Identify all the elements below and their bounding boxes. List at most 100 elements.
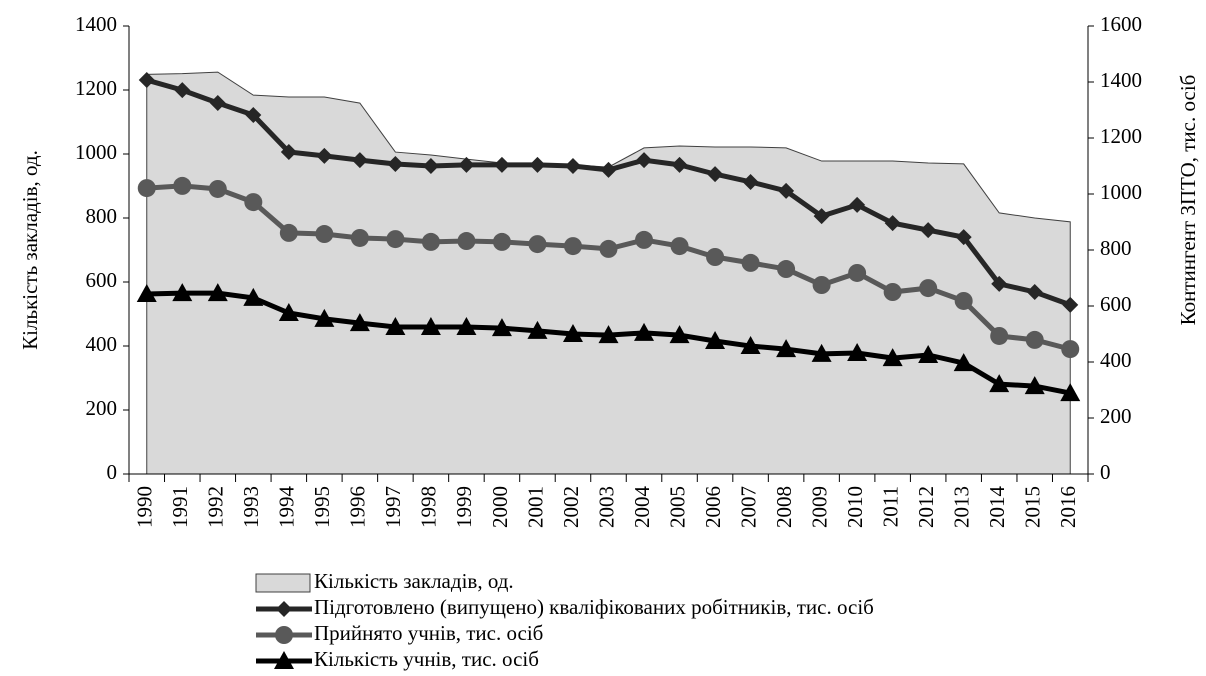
x-tick-label: 1996: [346, 486, 370, 528]
point: [529, 156, 546, 173]
point: [955, 229, 972, 246]
legend-marker: [274, 651, 294, 669]
point: [812, 276, 831, 294]
x-tick-label: 1990: [133, 486, 157, 528]
x-tick-label: 2009: [807, 486, 831, 528]
legend-marker: [275, 626, 293, 644]
point: [882, 348, 903, 367]
point: [385, 317, 406, 335]
y2-tick-label: 1200: [1100, 124, 1142, 148]
point: [919, 279, 938, 298]
point: [1025, 330, 1044, 349]
point: [634, 322, 655, 341]
point: [706, 248, 725, 266]
point: [315, 225, 334, 244]
y2-tick-label: 600: [1100, 292, 1132, 316]
point: [280, 144, 297, 160]
y2-tick-label: 1600: [1100, 12, 1142, 36]
point: [457, 232, 476, 251]
y2-tick-label: 200: [1100, 404, 1132, 428]
point: [351, 152, 368, 169]
point: [243, 287, 264, 306]
point: [349, 313, 370, 332]
point: [669, 325, 690, 344]
point: [136, 283, 157, 302]
x-tick-label: 1995: [310, 486, 334, 528]
point: [1026, 284, 1043, 300]
point: [600, 161, 617, 178]
point: [350, 228, 369, 247]
point: [954, 291, 973, 310]
point: [990, 326, 1009, 345]
point: [420, 317, 441, 335]
point: [456, 317, 477, 335]
x-tick-label: 1991: [168, 486, 192, 528]
area: [146, 71, 1071, 475]
x-tick-label: 2016: [1056, 486, 1080, 528]
point: [991, 275, 1008, 292]
legend-label: Кількість закладів, од.: [314, 569, 514, 593]
point: [528, 235, 547, 254]
point: [742, 173, 759, 190]
point: [670, 237, 689, 256]
point: [278, 303, 299, 321]
point: [636, 152, 653, 169]
point: [209, 95, 226, 111]
point: [173, 176, 192, 195]
y-tick-label: 600: [86, 268, 118, 292]
point: [244, 193, 263, 212]
point: [1024, 376, 1045, 395]
point: [813, 208, 830, 225]
y-tick-label: 1000: [75, 140, 117, 164]
point: [208, 179, 227, 198]
x-tick-label: 1994: [275, 486, 299, 529]
point: [387, 156, 404, 173]
legend-label: Прийнято учнів, тис. осіб: [314, 621, 543, 645]
point: [138, 72, 155, 89]
x-tick-label: 2014: [985, 485, 1009, 528]
x-tick-label: 2015: [1021, 486, 1045, 528]
point: [316, 147, 333, 164]
point: [1060, 383, 1081, 402]
x-tick-label: 2002: [559, 486, 583, 528]
point: [707, 166, 724, 183]
x-tick-label: 2007: [736, 486, 760, 528]
point: [422, 158, 439, 174]
point: [635, 230, 654, 249]
point: [705, 331, 726, 349]
point: [421, 232, 440, 251]
point: [279, 223, 298, 242]
point: [776, 339, 797, 358]
point: [563, 237, 582, 256]
point: [778, 182, 795, 199]
y2-tick-label: 1000: [1100, 180, 1142, 204]
point: [883, 283, 902, 301]
point: [491, 318, 512, 337]
point: [314, 308, 335, 327]
y2-tick-label: 800: [1100, 236, 1132, 260]
legend-label: Кількість учнів, тис. осіб: [314, 647, 539, 671]
point: [1062, 296, 1079, 313]
point: [918, 345, 939, 363]
point: [811, 343, 832, 362]
point: [174, 82, 191, 99]
x-tick-label: 2008: [772, 486, 796, 528]
y-tick-label: 200: [86, 396, 118, 420]
point: [527, 320, 548, 339]
y2-tick-label: 1400: [1100, 68, 1142, 92]
legend-marker: [276, 601, 292, 617]
point: [599, 239, 618, 258]
point: [953, 353, 974, 372]
point: [920, 222, 937, 239]
point: [386, 230, 405, 249]
y-tick-label: 1400: [75, 12, 117, 36]
x-tick-label: 2013: [949, 486, 973, 528]
point: [989, 374, 1010, 393]
point: [777, 260, 796, 279]
x-tick-label: 2011: [878, 486, 902, 527]
y-tick-label: 1200: [75, 76, 117, 100]
point: [848, 263, 867, 282]
x-tick-label: 1993: [239, 486, 263, 528]
y2-axis-title: Контингент ЗПТО, тис. осіб: [1176, 75, 1200, 326]
